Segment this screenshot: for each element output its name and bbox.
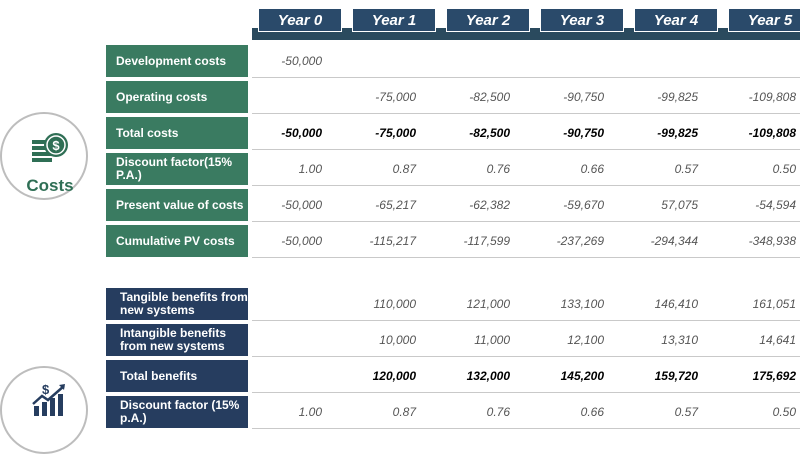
table-row: 1.00 0.87 0.76 0.66 0.57 0.50 bbox=[252, 153, 800, 186]
table-cell: -99,825 bbox=[657, 126, 698, 140]
year-header: Year 1 bbox=[352, 8, 436, 32]
table-cell: -237,269 bbox=[556, 234, 604, 248]
row-label: Present value of costs bbox=[106, 189, 248, 221]
year-header: Year 3 bbox=[540, 8, 624, 32]
table-cell bbox=[232, 360, 322, 392]
table-cell: -82,500 bbox=[469, 126, 510, 140]
table-cell: 1.00 bbox=[298, 405, 322, 419]
table-cell: -62,382 bbox=[469, 198, 510, 212]
table-cell: 110,000 bbox=[373, 297, 417, 311]
row-label: Discount factor (15% p.A.) bbox=[106, 396, 248, 428]
table-cell: 145,200 bbox=[560, 369, 604, 383]
table-cell: 14,641 bbox=[759, 333, 796, 347]
table-cell bbox=[232, 324, 322, 356]
table-cell: 0.57 bbox=[674, 405, 698, 419]
table-cell: 13,310 bbox=[661, 333, 698, 347]
table-cell: 161,051 bbox=[752, 297, 796, 311]
table-cell: 10,000 bbox=[379, 333, 416, 347]
table-row: 110,000 121,000 133,100 146,410 161,051 bbox=[252, 288, 800, 321]
table-cell: 146,410 bbox=[654, 297, 698, 311]
table-cell: 11,000 bbox=[474, 333, 510, 347]
table-row: -50,000 bbox=[252, 45, 800, 78]
table-cell bbox=[232, 288, 322, 320]
table-cell: -115,217 bbox=[369, 234, 416, 248]
table-cell: 0.50 bbox=[772, 162, 796, 176]
year-header: Year 0 bbox=[258, 8, 342, 32]
table-cell: -59,670 bbox=[563, 198, 604, 212]
table-cell: 0.50 bbox=[772, 405, 796, 419]
table-cell: 0.76 bbox=[486, 162, 510, 176]
table-cell: -99,825 bbox=[657, 90, 698, 104]
table-row: 120,000 132,000 145,200 159,720 175,692 bbox=[252, 360, 800, 393]
row-label: Total benefits bbox=[106, 360, 248, 392]
table-cell: -82,500 bbox=[469, 90, 510, 104]
table-row: 10,000 11,000 12,100 13,310 14,641 bbox=[252, 324, 800, 357]
table-row: -50,000 -75,000 -82,500 -90,750 -99,825 -109,… bbox=[252, 117, 800, 150]
table-cell: -54,594 bbox=[755, 198, 796, 212]
year-header: Year 4 bbox=[634, 8, 718, 32]
row-label: Development costs bbox=[106, 45, 248, 77]
table-cell: -90,750 bbox=[563, 126, 604, 140]
table-cell bbox=[706, 45, 796, 77]
row-label: Total costs bbox=[106, 117, 248, 149]
table-cell bbox=[326, 45, 416, 77]
table-cell: 0.87 bbox=[392, 162, 416, 176]
row-label: Operating costs bbox=[106, 81, 248, 113]
table-cell: -50,000 bbox=[281, 126, 322, 140]
table-cell bbox=[232, 81, 322, 113]
table-cell: 57,075 bbox=[661, 198, 698, 212]
table-cell bbox=[608, 45, 698, 77]
table-cell: -294,344 bbox=[650, 234, 698, 248]
table-cell: -117,599 bbox=[463, 234, 510, 248]
table-cell: 12,100 bbox=[567, 333, 604, 347]
growth-chart-icon: $ bbox=[30, 382, 70, 423]
table-cell: 0.57 bbox=[674, 162, 698, 176]
table-cell: 0.76 bbox=[486, 405, 510, 419]
table-cell: 0.66 bbox=[580, 162, 604, 176]
table-cell: 159,720 bbox=[654, 369, 698, 383]
table-cell: -75,000 bbox=[375, 90, 416, 104]
row-label: Cumulative PV costs bbox=[106, 225, 248, 257]
table-row: 1.00 0.87 0.76 0.66 0.57 0.50 bbox=[252, 396, 800, 429]
table-cell: 133,100 bbox=[560, 297, 604, 311]
table-cell: -75,000 bbox=[375, 126, 416, 140]
table-cell bbox=[514, 45, 604, 77]
svg-text:$: $ bbox=[52, 138, 60, 153]
money-coin-icon: $ bbox=[30, 130, 70, 171]
table-cell: -50,000 bbox=[281, 234, 322, 248]
table-cell: 1.00 bbox=[298, 162, 322, 176]
row-label: Intangible benefits from new systems bbox=[106, 324, 248, 356]
row-label: Tangible benefits from new systems bbox=[106, 288, 248, 320]
table-cell: -109,808 bbox=[748, 90, 796, 104]
table-cell: 175,692 bbox=[752, 369, 796, 383]
table-cell: 121,000 bbox=[466, 297, 510, 311]
table-cell: 0.66 bbox=[580, 405, 604, 419]
year-header: Year 5 bbox=[728, 8, 800, 32]
year-header: Year 2 bbox=[446, 8, 530, 32]
table-row: -50,000 -65,217 -62,382 -59,670 57,075 -54,59… bbox=[252, 189, 800, 222]
table-cell: 0.87 bbox=[392, 405, 416, 419]
table-cell: 132,000 bbox=[466, 369, 510, 383]
table-cell: 120,000 bbox=[372, 369, 416, 383]
table-cell: -348,938 bbox=[748, 234, 796, 248]
table-cell: -50,000 bbox=[281, 54, 322, 68]
table-cell: -90,750 bbox=[563, 90, 604, 104]
table-row: -50,000 -115,217 -117,599 -237,269 -294,344 -… bbox=[252, 225, 800, 258]
row-label: Discount factor(15% P.A.) bbox=[106, 153, 248, 185]
table-cell: -65,217 bbox=[375, 198, 416, 212]
table-cell: -109,808 bbox=[748, 126, 796, 140]
svg-text:$: $ bbox=[42, 382, 50, 397]
table-cell bbox=[420, 45, 510, 77]
costs-section-label: Costs bbox=[26, 176, 74, 195]
table-row: -75,000 -82,500 -90,750 -99,825 -109,808 bbox=[252, 81, 800, 114]
table-cell: -50,000 bbox=[281, 198, 322, 212]
